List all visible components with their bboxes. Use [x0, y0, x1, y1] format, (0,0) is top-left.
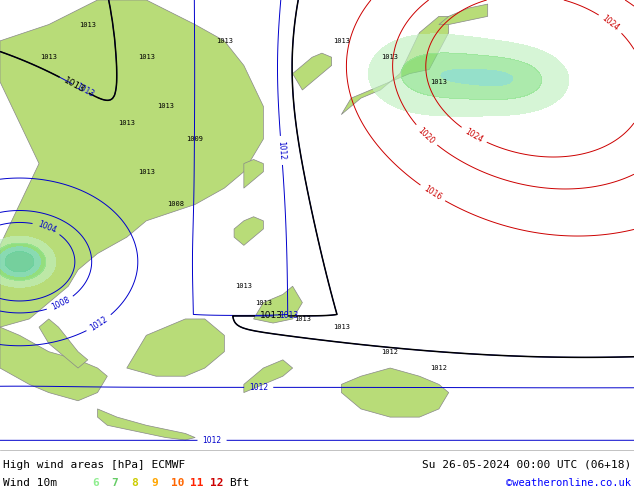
- Text: 1012: 1012: [202, 436, 222, 445]
- Text: 1012: 1012: [276, 141, 287, 160]
- Text: 1024: 1024: [600, 14, 621, 33]
- Text: 1013: 1013: [294, 316, 311, 322]
- Text: 1013: 1013: [260, 312, 283, 320]
- Text: 1013: 1013: [279, 312, 298, 320]
- Text: 1013: 1013: [138, 169, 155, 175]
- Text: 6: 6: [92, 478, 99, 488]
- Text: Wind 10m: Wind 10m: [3, 478, 57, 488]
- Text: 1012: 1012: [89, 315, 110, 332]
- Text: 10: 10: [171, 478, 184, 488]
- Text: 1013: 1013: [333, 324, 350, 330]
- Text: 9: 9: [151, 478, 158, 488]
- Text: 1013: 1013: [41, 54, 57, 60]
- Text: 1012: 1012: [430, 365, 448, 371]
- Text: 1013: 1013: [216, 38, 233, 44]
- Text: ©weatheronline.co.uk: ©weatheronline.co.uk: [506, 478, 631, 488]
- Text: 1013: 1013: [79, 22, 96, 27]
- Text: 1008: 1008: [50, 295, 71, 312]
- Text: 1013: 1013: [333, 38, 350, 44]
- Text: 1013: 1013: [430, 79, 448, 85]
- Text: 1012: 1012: [382, 349, 399, 355]
- Text: 1004: 1004: [36, 220, 57, 235]
- Text: 1008: 1008: [167, 201, 184, 207]
- Text: 1012: 1012: [249, 383, 268, 392]
- Text: Bft: Bft: [230, 478, 250, 488]
- Text: 1013: 1013: [255, 299, 272, 306]
- Text: 1013: 1013: [138, 54, 155, 60]
- Text: Su 26-05-2024 00:00 UTC (06+18): Su 26-05-2024 00:00 UTC (06+18): [422, 460, 631, 470]
- Text: 1013: 1013: [382, 54, 399, 60]
- Text: 11: 11: [190, 478, 204, 488]
- Text: 8: 8: [131, 478, 138, 488]
- Text: 1013: 1013: [235, 283, 252, 289]
- Text: 1013: 1013: [74, 82, 96, 99]
- Text: 1016: 1016: [422, 184, 443, 202]
- Text: 1013: 1013: [157, 103, 174, 109]
- Text: High wind areas [hPa] ECMWF: High wind areas [hPa] ECMWF: [3, 460, 185, 470]
- Text: 1013: 1013: [119, 120, 135, 125]
- Text: 1013: 1013: [62, 75, 86, 95]
- Text: 1020: 1020: [417, 125, 436, 146]
- Text: 7: 7: [112, 478, 119, 488]
- Text: 1009: 1009: [186, 136, 204, 142]
- Text: 12: 12: [210, 478, 223, 488]
- Text: 1024: 1024: [463, 126, 484, 144]
